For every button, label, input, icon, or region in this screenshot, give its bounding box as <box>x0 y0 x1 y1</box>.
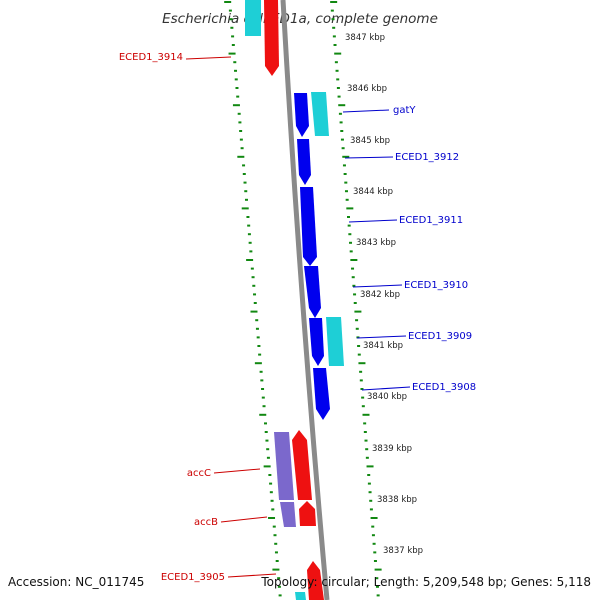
label-gatY[interactable]: gatY <box>393 105 416 116</box>
leader-ECED1_3914 <box>185 56 232 60</box>
kbp-marker: 3844 kbp <box>353 187 393 197</box>
kbp-marker: 3846 kbp <box>347 84 387 94</box>
leader-accB <box>220 516 268 523</box>
feature-cyan-bottom[interactable] <box>295 592 306 600</box>
label-accB[interactable]: accB <box>194 517 218 528</box>
genome-summary-text: Topology: circular; Length: 5,209,548 bp… <box>260 575 591 589</box>
label-ECED1_3914[interactable]: ECED1_3914 <box>119 52 183 63</box>
feature-cyan-top-left[interactable] <box>245 0 261 36</box>
feature-ECED1_3912[interactable] <box>297 139 311 185</box>
reverse-strand-features <box>245 0 324 600</box>
feature-ECED1_3914[interactable] <box>264 0 279 76</box>
leader-ECED1_3910 <box>352 284 403 288</box>
label-ECED1_3910[interactable]: ECED1_3910 <box>404 280 468 291</box>
kbp-marker: 3839 kbp <box>372 444 412 454</box>
feature-ECED1_3909[interactable] <box>326 317 344 366</box>
kbp-marker: 3847 kbp <box>345 33 385 43</box>
feature-ECED1_3908[interactable] <box>313 368 330 420</box>
label-accC[interactable]: accC <box>187 468 211 479</box>
leader-ECED1_3911 <box>348 219 398 223</box>
label-ECED1_3908[interactable]: ECED1_3908 <box>412 382 476 393</box>
kbp-marker: 3842 kbp <box>360 290 400 300</box>
feature-accB[interactable] <box>299 501 316 526</box>
genome-backbone <box>280 0 330 600</box>
forward-strand-features <box>294 92 344 420</box>
feature-accC[interactable] <box>292 430 312 500</box>
feature-accB-purple[interactable] <box>280 502 296 527</box>
leader-ECED1_3908 <box>361 386 411 391</box>
label-ECED1_3909[interactable]: ECED1_3909 <box>408 331 472 342</box>
label-ECED1_3911[interactable]: ECED1_3911 <box>399 215 463 226</box>
leader-ECED1_3912 <box>344 156 394 159</box>
leader-ECED1_3909 <box>356 335 407 339</box>
feature-gatY-blue[interactable] <box>294 93 309 137</box>
feature-accC-purple[interactable] <box>274 432 294 500</box>
kbp-marker: 3843 kbp <box>356 238 396 248</box>
map-title: Escherichia coli ED1a, complete genome <box>162 11 438 27</box>
label-ECED1_3912[interactable]: ECED1_3912 <box>395 152 459 163</box>
kbp-marker: 3838 kbp <box>377 495 417 505</box>
label-leaders <box>185 56 411 578</box>
leader-ECED1_3905 <box>227 573 277 578</box>
kbp-marker: 3840 kbp <box>367 392 407 402</box>
kbp-marker: 3837 kbp <box>383 546 423 556</box>
accession-text: Accession: NC_011745 <box>8 575 144 589</box>
leader-gatY <box>342 109 390 113</box>
label-ECED1_3905[interactable]: ECED1_3905 <box>161 572 225 583</box>
feature-ECED1_3909-blue[interactable] <box>309 318 324 366</box>
feature-ECED1_3911[interactable] <box>300 187 317 266</box>
leader-accC <box>213 468 261 474</box>
feature-gatY[interactable] <box>311 92 329 136</box>
feature-ECED1_3910[interactable] <box>304 266 321 318</box>
feature-ECED1_3905[interactable] <box>307 561 324 600</box>
tick-marks <box>224 1 382 597</box>
kbp-marker: 3845 kbp <box>350 136 390 146</box>
kbp-marker: 3841 kbp <box>363 341 403 351</box>
